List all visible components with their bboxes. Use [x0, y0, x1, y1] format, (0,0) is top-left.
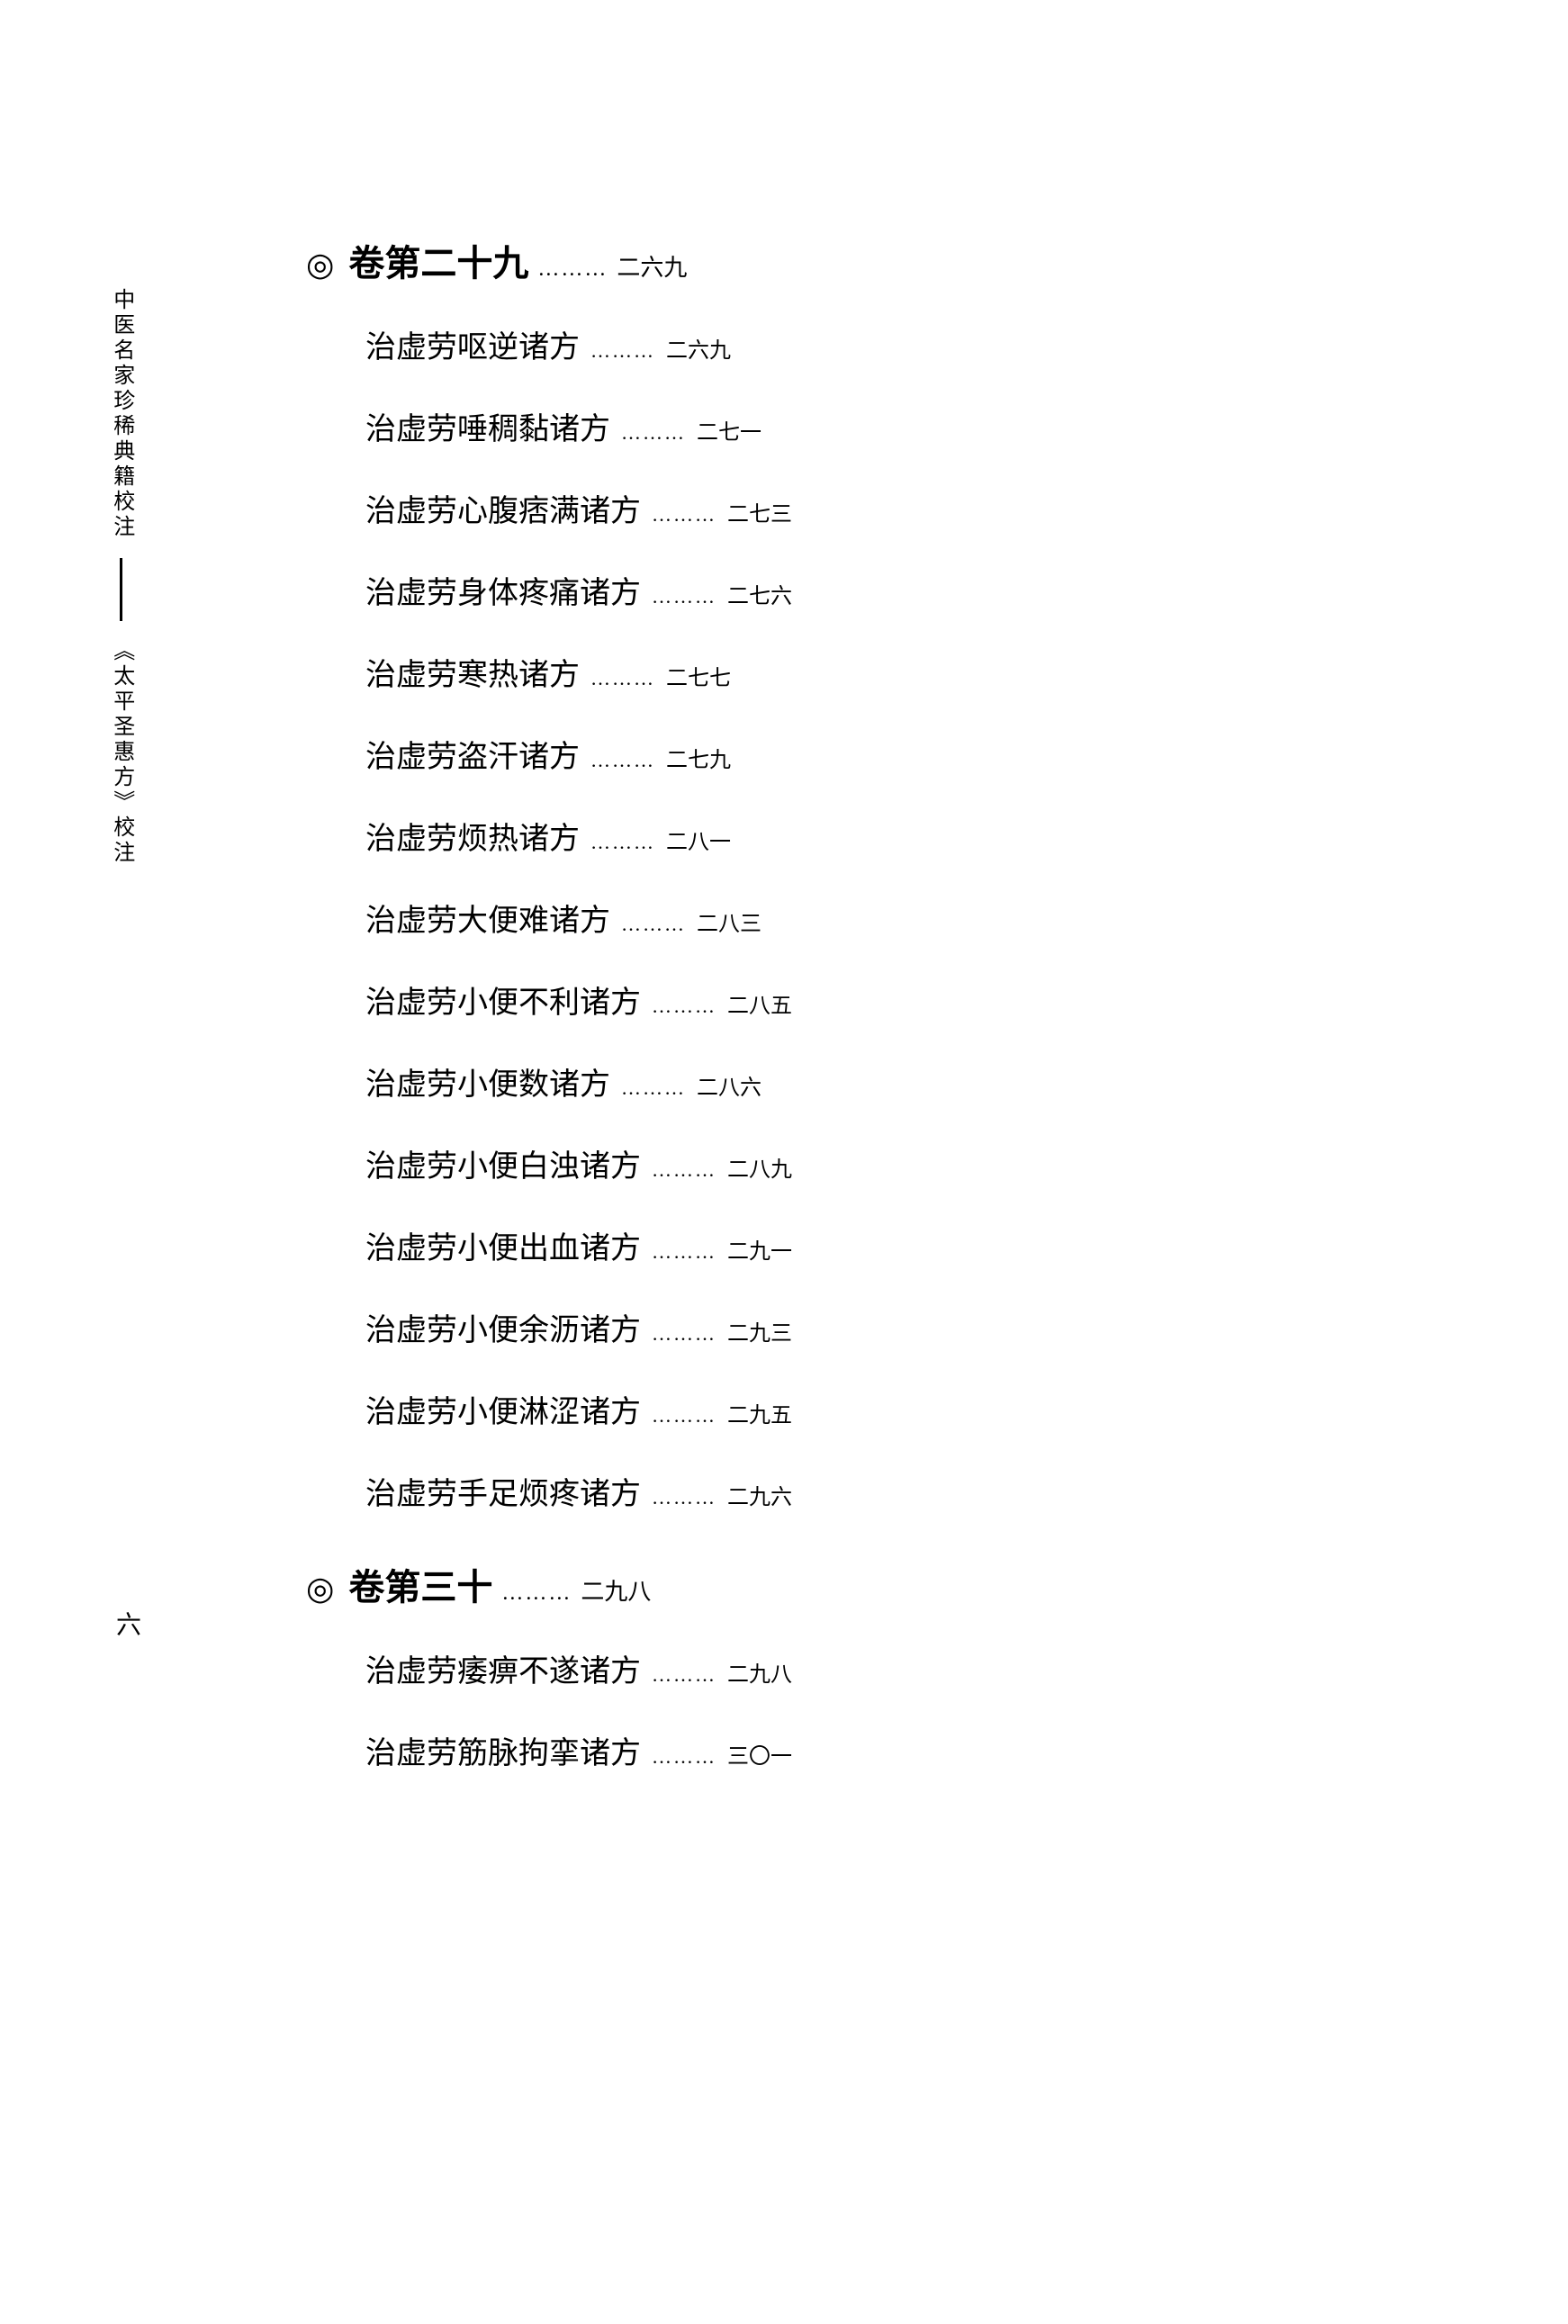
sidebar-divider [120, 558, 122, 621]
toc-entry: 治虚劳呕逆诸方 ……… 二六九 [365, 322, 1296, 366]
toc-entry: 治虚劳手足烦疼诸方 ……… 二九六 [365, 1469, 1296, 1513]
sidebar-label-top: 中医名家珍稀典籍校注 [108, 288, 134, 540]
entry-title: 治虚劳小便淋涩诸方 [365, 1387, 641, 1431]
entry-title: 治虚劳盗汗诸方 [365, 732, 580, 776]
entry-title: 治虚劳小便数诸方 [365, 1059, 610, 1103]
toc-entry: 治虚劳烦热诸方 ……… 二八一 [365, 814, 1296, 858]
leader-dots: ……… [652, 1663, 716, 1687]
entry-title: 治虚劳筋脉拘挛诸方 [365, 1728, 641, 1772]
entry-page: 二七三 [727, 496, 792, 527]
toc-entry: 治虚劳心腹痞满诸方 ……… 二七三 [365, 486, 1296, 530]
entry-title: 治虚劳唾稠黏诸方 [365, 404, 610, 448]
toc-entry: 治虚劳大便难诸方 ……… 二八三 [365, 896, 1296, 940]
entry-title: 治虚劳小便不利诸方 [365, 977, 641, 1022]
toc-entry: 治虚劳小便余沥诸方 ……… 二九三 [365, 1305, 1296, 1349]
toc-entry: 治虚劳小便白浊诸方 ……… 二八九 [365, 1141, 1296, 1185]
entry-page: 二九八 [727, 1656, 792, 1688]
leader-dots: ……… [652, 1404, 716, 1428]
leader-dots: ……… [590, 667, 655, 690]
entry-page: 二七六 [727, 578, 792, 609]
leader-dots: ……… [590, 831, 655, 854]
entry-title: 治虚劳小便出血诸方 [365, 1223, 641, 1267]
entry-page: 二七一 [697, 414, 761, 446]
leader-dots: ……… [621, 1076, 686, 1100]
entry-title: 治虚劳心腹痞满诸方 [365, 486, 641, 530]
entry-title: 治虚劳手足烦疼诸方 [365, 1469, 641, 1513]
entry-page: 二七九 [666, 742, 731, 773]
entry-title: 治虚劳烦热诸方 [365, 814, 580, 858]
toc-entry: 治虚劳小便出血诸方 ……… 二九一 [365, 1223, 1296, 1267]
entry-page: 三〇一 [727, 1738, 792, 1770]
entry-title: 治虚劳痿痹不遂诸方 [365, 1646, 641, 1690]
bullet-icon: ◎ [306, 1570, 334, 1608]
section-title: 卷第三十 [348, 1558, 492, 1610]
toc-entry: 治虚劳小便不利诸方 ……… 二八五 [365, 977, 1296, 1022]
entry-page: 二八一 [666, 824, 731, 855]
leader-dots: ……… [652, 1322, 716, 1346]
leader-dots: ……… [652, 503, 716, 527]
toc-entry: 治虚劳小便淋涩诸方 ……… 二九五 [365, 1387, 1296, 1431]
entry-page: 二九六 [727, 1479, 792, 1510]
entry-page: 二九一 [727, 1233, 792, 1265]
leader-dots: ……… [501, 1581, 572, 1606]
leader-dots: ……… [652, 1486, 716, 1509]
entry-page: 二九五 [727, 1397, 792, 1428]
leader-dots: ……… [590, 339, 655, 363]
entry-title: 治虚劳寒热诸方 [365, 650, 580, 694]
entry-page: 二八六 [697, 1069, 761, 1101]
leader-dots: ……… [537, 257, 608, 282]
section-header: ◎ 卷第三十 ……… 二九八 [306, 1558, 1296, 1610]
section-page: 二六九 [617, 249, 687, 283]
entry-page: 二六九 [666, 332, 731, 364]
leader-dots: ……… [621, 913, 686, 936]
toc-entry: 治虚劳身体疼痛诸方 ……… 二七六 [365, 568, 1296, 612]
toc-entry: 治虚劳唾稠黏诸方 ……… 二七一 [365, 404, 1296, 448]
entry-title: 治虚劳身体疼痛诸方 [365, 568, 641, 612]
page-number: 六 [108, 1611, 144, 1636]
entry-page: 二八五 [727, 987, 792, 1019]
entry-title: 治虚劳呕逆诸方 [365, 322, 580, 366]
sidebar: 中医名家珍稀典籍校注 ︽太平圣惠方︾校注 [108, 288, 134, 866]
section-title: 卷第二十九 [348, 234, 528, 286]
entry-page: 二七七 [666, 660, 731, 691]
leader-dots: ……… [652, 1745, 716, 1769]
leader-dots: ……… [652, 1158, 716, 1182]
leader-dots: ……… [621, 421, 686, 445]
toc-entry: 治虚劳寒热诸方 ……… 二七七 [365, 650, 1296, 694]
entry-title: 治虚劳小便余沥诸方 [365, 1305, 641, 1349]
entry-title: 治虚劳小便白浊诸方 [365, 1141, 641, 1185]
entry-page: 二八九 [727, 1151, 792, 1183]
toc-entry: 治虚劳小便数诸方 ……… 二八六 [365, 1059, 1296, 1103]
leader-dots: ……… [652, 1240, 716, 1264]
sidebar-label-bottom: ︽太平圣惠方︾校注 [108, 639, 134, 866]
section-header: ◎ 卷第二十九 ……… 二六九 [306, 234, 1296, 286]
leader-dots: ……… [652, 585, 716, 608]
toc-entry: 治虚劳盗汗诸方 ……… 二七九 [365, 732, 1296, 776]
leader-dots: ……… [590, 749, 655, 772]
entry-title: 治虚劳大便难诸方 [365, 896, 610, 940]
bullet-icon: ◎ [306, 246, 334, 284]
leader-dots: ……… [652, 995, 716, 1018]
toc-entry: 治虚劳筋脉拘挛诸方 ……… 三〇一 [365, 1728, 1296, 1772]
toc-content: ◎ 卷第二十九 ……… 二六九 治虚劳呕逆诸方 ……… 二六九 治虚劳唾稠黏诸方… [306, 189, 1296, 1810]
toc-entry: 治虚劳痿痹不遂诸方 ……… 二九八 [365, 1646, 1296, 1690]
entry-page: 二九三 [727, 1315, 792, 1347]
entry-page: 二八三 [697, 905, 761, 937]
section-page: 二九八 [581, 1573, 651, 1607]
